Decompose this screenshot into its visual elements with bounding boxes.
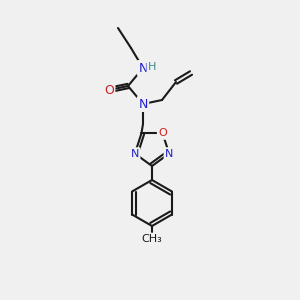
Text: H: H	[148, 62, 156, 72]
Text: N: N	[165, 148, 173, 159]
Text: N: N	[131, 148, 139, 159]
Text: N: N	[138, 98, 148, 110]
Text: O: O	[104, 83, 114, 97]
Text: CH₃: CH₃	[142, 234, 162, 244]
Text: O: O	[158, 128, 167, 138]
Text: N: N	[138, 61, 148, 74]
